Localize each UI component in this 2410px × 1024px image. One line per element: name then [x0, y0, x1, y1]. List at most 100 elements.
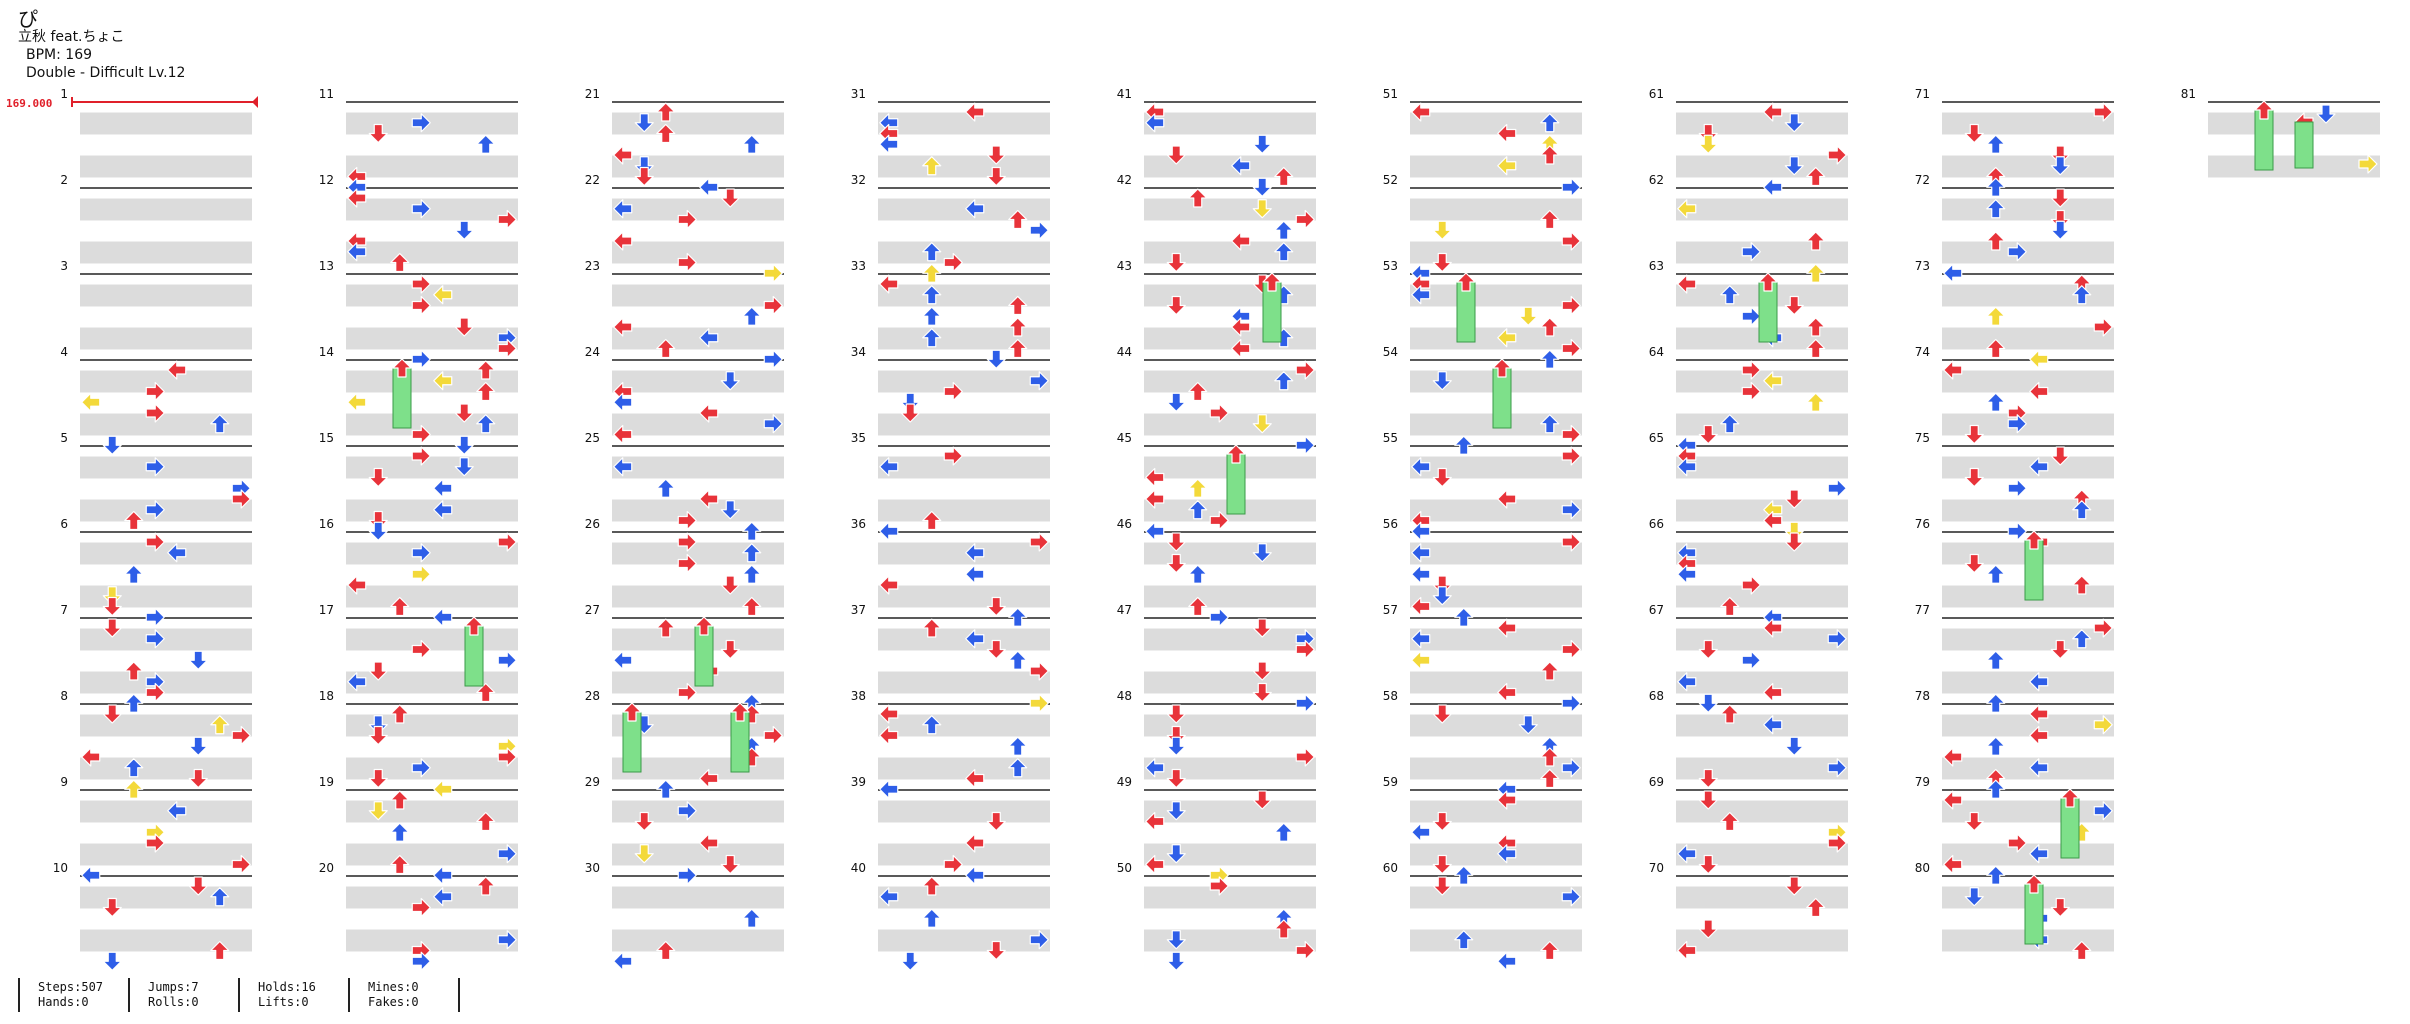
step-arrow: [742, 596, 762, 617]
step-arrow: [2029, 457, 2049, 477]
stat-holds: Holds:16: [258, 980, 316, 994]
step-arrow: [145, 629, 165, 649]
step-arrow: [1226, 444, 1246, 464]
beat-band: [1676, 370, 1848, 393]
step-arrow: [922, 715, 942, 735]
step-arrow: [411, 564, 431, 584]
beat-band: [80, 585, 252, 608]
step-arrow: [1540, 768, 1560, 789]
measure-number: 54: [1383, 345, 1398, 359]
measure-number: 53: [1383, 259, 1398, 273]
beat-band: [346, 714, 518, 737]
stat-mines: Mines:0: [368, 980, 419, 994]
step-arrow: [145, 381, 165, 402]
measure: 51: [1383, 87, 1582, 178]
beat-band: [878, 499, 1050, 522]
measure-number: 55: [1383, 431, 1398, 445]
step-arrow: [1209, 607, 1229, 627]
step-arrow: [1411, 650, 1431, 670]
step-arrow: [1943, 360, 1963, 380]
step-arrow: [1166, 801, 1186, 821]
measure-number: 51: [1383, 87, 1398, 101]
step-arrow: [1986, 338, 2006, 359]
step-arrow: [656, 478, 676, 498]
step-arrow: [1274, 822, 1294, 842]
step-arrow: [1741, 242, 1761, 262]
step-arrow: [1677, 940, 1697, 961]
step-arrow: [2093, 317, 2113, 337]
beat-band: [878, 284, 1050, 307]
measure: 25: [585, 431, 784, 522]
step-arrow: [1784, 489, 1804, 509]
step-arrow: [1145, 521, 1165, 541]
beat-band: [80, 241, 252, 264]
measure-number: 62: [1649, 173, 1664, 187]
beat-band: [1410, 843, 1582, 866]
step-arrow: [943, 252, 963, 273]
step-arrow: [965, 629, 985, 649]
step-arrow: [497, 930, 517, 950]
step-arrow: [476, 876, 496, 896]
step-arrow: [2072, 285, 2092, 305]
step-arrow: [81, 865, 101, 885]
step-arrow: [1943, 747, 1963, 767]
beat-band: [1144, 800, 1316, 823]
step-arrow: [1029, 220, 1049, 240]
step-arrow: [1029, 930, 1049, 950]
beat-band: [1942, 327, 2114, 350]
measure: 57: [1383, 603, 1582, 694]
beat-band: [346, 284, 518, 307]
step-arrow: [1252, 177, 1272, 197]
step-arrow: [986, 349, 1006, 369]
beat-band: [612, 327, 784, 350]
measure-number: 2: [60, 173, 68, 187]
step-arrow: [454, 457, 474, 477]
step-arrow: [1784, 876, 1804, 896]
step-arrow: [1209, 876, 1229, 896]
step-arrow: [1274, 166, 1294, 187]
step-arrow: [879, 704, 899, 724]
step-arrow: [1986, 392, 2006, 412]
step-arrow: [720, 639, 740, 660]
step-arrow: [699, 489, 719, 509]
step-arrow: [922, 306, 942, 326]
beat-band: [80, 456, 252, 479]
step-arrow: [1411, 457, 1431, 477]
step-arrow: [411, 199, 431, 219]
beat-band: [1144, 714, 1316, 737]
step-arrow: [1432, 252, 1452, 273]
beat-band: [612, 370, 784, 393]
measure: 3: [60, 259, 252, 350]
step-arrow: [1784, 156, 1804, 176]
step-arrow: [1540, 940, 1560, 961]
beat-band: [878, 370, 1050, 393]
step-arrow: [634, 811, 654, 832]
step-arrow: [1806, 338, 1826, 359]
step-arrow: [1806, 317, 1826, 337]
measure-number: 64: [1649, 345, 1664, 359]
beat-band: [878, 413, 1050, 436]
beat-band: [1144, 843, 1316, 866]
beat-band: [80, 413, 252, 436]
measure: 62: [1649, 173, 1848, 264]
beat-band: [1144, 671, 1316, 694]
step-arrow: [167, 543, 187, 563]
beat-band: [1942, 456, 2114, 479]
step-arrow: [2007, 478, 2027, 498]
step-arrow: [124, 510, 144, 531]
step-arrow: [1964, 424, 1984, 445]
step-arrow: [1763, 715, 1783, 735]
step-arrow: [2029, 672, 2049, 692]
step-arrow: [742, 543, 762, 563]
measure-number: 61: [1649, 87, 1664, 101]
measure-number: 41: [1117, 87, 1132, 101]
measure-number: 14: [319, 345, 334, 359]
measure: 13: [319, 259, 518, 350]
step-arrow: [1497, 790, 1517, 810]
measure-number: 4: [60, 345, 68, 359]
step-arrow: [1784, 295, 1804, 316]
step-arrow: [656, 102, 676, 122]
measure: 56: [1383, 517, 1582, 608]
measure: 38: [851, 689, 1050, 780]
step-arrow: [2029, 704, 2049, 724]
